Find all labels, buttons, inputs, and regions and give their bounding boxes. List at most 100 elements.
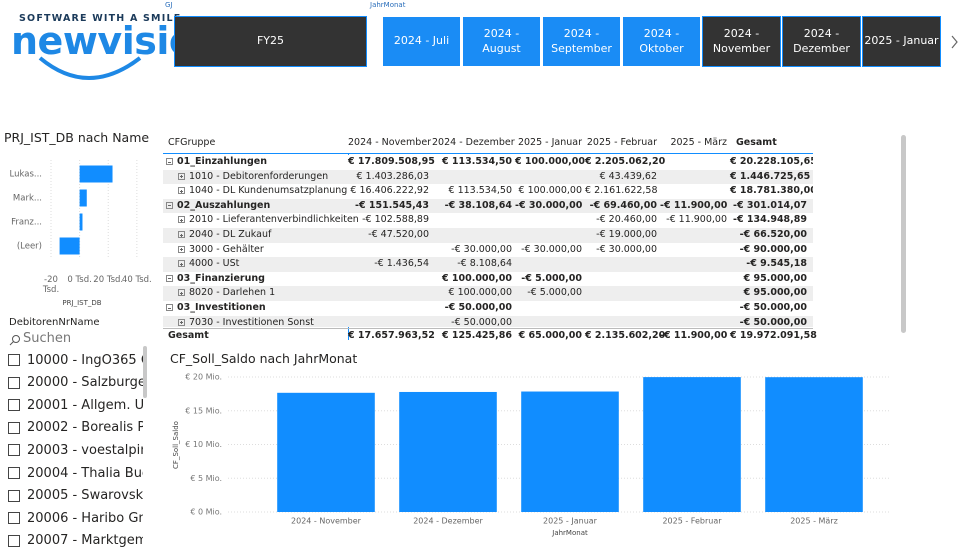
- item-label: 20007 - Marktgemei...: [27, 533, 143, 548]
- matrix-row: 02_Auszahlungen -€ 151.545,43 -€ 38.108,64…: [163, 198, 813, 214]
- cell: € 1.403.286,03: [356, 170, 429, 182]
- bar: [59, 237, 80, 255]
- bar: [79, 213, 83, 231]
- cell: € 100.000,00: [441, 272, 512, 284]
- expand-icon[interactable]: [178, 260, 185, 268]
- logo-tagline: SOFTWARE WITH A SMILE: [19, 13, 182, 24]
- customer-slicer: DebitorenNrName Suchen 10000 - IngO365 G…: [8, 317, 143, 548]
- row-label: 4000 - USt: [189, 258, 240, 270]
- slicer-item[interactable]: 20007 - Marktgemei...: [8, 531, 143, 548]
- y-tick-label: € 20 Mio.: [185, 373, 222, 382]
- cell: € 17.657.963,52: [348, 330, 435, 341]
- x-axis-label: JahrMonat: [551, 529, 588, 537]
- search-box[interactable]: Suchen: [23, 331, 72, 346]
- x-tick-label: 20 Tsd.: [93, 275, 124, 285]
- expand-icon[interactable]: [166, 201, 173, 209]
- cell: -€ 9.545,18: [746, 258, 807, 270]
- cell: € 95.000,00: [743, 272, 807, 284]
- slicer-button[interactable]: 2025 - Januar: [862, 16, 941, 67]
- cell: -€ 102.588,89: [362, 214, 429, 226]
- row-label: 1010 - Debitorenforderungen: [189, 170, 329, 182]
- expand-icon[interactable]: [178, 289, 185, 297]
- cell: -€ 19.000,00: [596, 229, 657, 240]
- cell: € 17.809.508,95: [348, 156, 435, 167]
- slicer-item[interactable]: 20002 - Borealis Pol...: [8, 418, 143, 438]
- matrix-row: 2010 - Lieferantenverbindlichkeiten -€ 10…: [163, 213, 813, 228]
- slicer-item[interactable]: 20003 - voestalpine ...: [8, 440, 143, 460]
- bar: [79, 165, 113, 183]
- bar: [79, 189, 87, 207]
- header-rule: [163, 153, 813, 154]
- checkbox[interactable]: [8, 376, 20, 389]
- next-arrow[interactable]: [951, 35, 958, 49]
- expand-icon[interactable]: [178, 318, 185, 326]
- expand-icon[interactable]: [166, 274, 173, 282]
- cell: € 125.425,86: [441, 330, 512, 341]
- search-icon: [9, 335, 20, 346]
- bar: [277, 392, 375, 512]
- expand-icon[interactable]: [178, 231, 185, 238]
- y-tick-label: € 10 Mio.: [185, 440, 222, 449]
- checkbox[interactable]: [8, 399, 20, 412]
- month-label: JahrMonat: [370, 1, 406, 9]
- checkbox[interactable]: [8, 534, 20, 547]
- x-tick-label: 2024 - November: [291, 517, 362, 526]
- expand-icon[interactable]: [178, 187, 185, 195]
- expand-icon[interactable]: [178, 172, 185, 180]
- slicer-item[interactable]: 10000 - IngO365 G...: [8, 350, 143, 370]
- column-header: Gesamt: [736, 137, 777, 148]
- checkbox[interactable]: [8, 354, 20, 366]
- cell: -€ 69.460,00: [589, 199, 657, 211]
- slicer-item[interactable]: 20005 - Swarovski S...: [8, 486, 143, 506]
- slicer-item[interactable]: 20001 - Allgem. Unf...: [8, 395, 143, 415]
- checkbox[interactable]: [8, 489, 20, 502]
- row-label: 2040 - DL Zukauf: [189, 229, 272, 240]
- matrix-row: 01_Einzahlungen € 17.809.508,95 € 113.534,…: [163, 155, 813, 170]
- expand-icon[interactable]: [178, 216, 185, 224]
- item-label: 20005 - Swarovski S...: [27, 488, 143, 504]
- expand-icon[interactable]: [178, 245, 185, 253]
- category-label: Franz...: [11, 218, 42, 228]
- item-label: 20006 - Haribo GmbH: [27, 510, 143, 526]
- item-label: 20004 - Thalia Buch ...: [27, 465, 143, 481]
- slicer-button[interactable]: 2024 - November: [702, 16, 781, 67]
- y-axis-label: CF_Soll_Saldo: [172, 421, 180, 469]
- cell: € 100.000,00: [515, 156, 586, 167]
- row-label: 8020 - Darlehen 1: [189, 287, 276, 299]
- slicer-item[interactable]: 20004 - Thalia Buch ...: [8, 463, 143, 483]
- cell: -€ 38.108,64: [444, 199, 512, 211]
- table-scrollbar[interactable]: [901, 135, 906, 333]
- slicer-scrollbar[interactable]: [143, 346, 147, 398]
- matrix-row: 1040 - DL Kundenumsatzplanung € 16.406.22…: [163, 184, 813, 199]
- item-label: 20003 - voestalpine ...: [27, 442, 143, 458]
- expand-icon[interactable]: [166, 158, 173, 165]
- slicer-button[interactable]: 2024 - Oktober: [622, 16, 701, 67]
- expand-icon[interactable]: [166, 304, 173, 311]
- checkbox[interactable]: [8, 421, 20, 434]
- slicer-item[interactable]: 20000 - Salzburger ...: [8, 373, 143, 393]
- cell: -€ 50.000,00: [739, 316, 807, 327]
- slicer-button[interactable]: 2024 - September: [542, 16, 621, 67]
- cell: -€ 8.108,64: [457, 258, 512, 270]
- row-label: 01_Einzahlungen: [177, 156, 267, 167]
- cell: -€ 30.000,00: [596, 243, 657, 255]
- slicer-button[interactable]: FY25: [174, 16, 367, 67]
- checkbox[interactable]: [8, 444, 20, 457]
- checkbox[interactable]: [8, 467, 20, 479]
- slicer-item[interactable]: 20006 - Haribo GmbH: [8, 508, 143, 528]
- slicer-button[interactable]: 2024 - August: [462, 16, 541, 67]
- slicer-button[interactable]: 2024 - Dezember: [782, 16, 861, 67]
- item-label: 20002 - Borealis Pol...: [27, 420, 143, 436]
- cell: -€ 5.000,00: [527, 287, 582, 299]
- category-label: Lukas...: [10, 170, 43, 180]
- cell: -€ 30.000,00: [515, 199, 583, 211]
- checkbox[interactable]: [8, 512, 20, 525]
- cell: € 100.000,00: [448, 287, 512, 299]
- x-tick-label: -20 Tsd.: [42, 275, 60, 295]
- slicer-items: 10000 - IngO365 G... 20000 - Salzburger .…: [8, 350, 143, 548]
- slicer-button[interactable]: 2024 - Juli: [382, 16, 461, 67]
- y-tick-label: € 5 Mio.: [190, 474, 222, 483]
- matrix-row: 03_Investitionen -€ 50.000,00 -€ 50.000,00: [163, 301, 813, 316]
- cell: € 1.446.725,65: [730, 170, 811, 182]
- category-label: (Leer): [17, 242, 42, 252]
